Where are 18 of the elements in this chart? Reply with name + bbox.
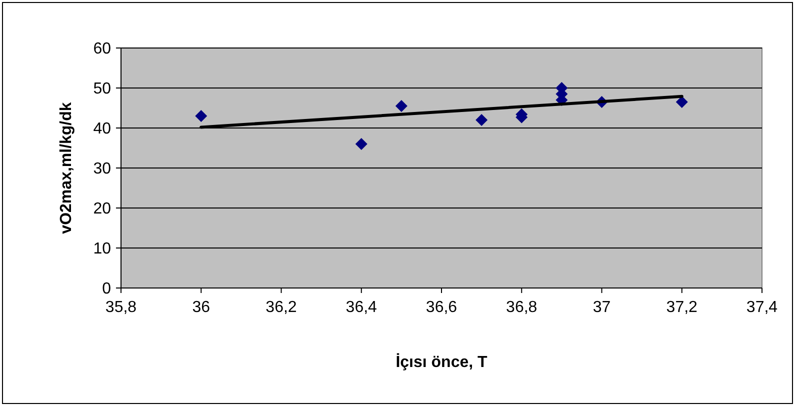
x-tick-label: 36,4 <box>346 299 378 316</box>
y-tick-label: 50 <box>93 80 112 98</box>
y-tick-label: 60 <box>93 40 112 58</box>
x-tick-label: 37,2 <box>666 299 698 316</box>
y-tick-label: 40 <box>93 120 112 138</box>
x-tick-label: 36,6 <box>426 299 458 316</box>
x-tick-label: 35,8 <box>105 299 137 316</box>
x-tick-label: 36,8 <box>506 299 538 316</box>
y-tick-label: 30 <box>93 160 112 178</box>
x-tick-label: 36 <box>192 299 210 316</box>
y-axis-title: vO2max,ml/kg/dk <box>58 102 75 234</box>
x-tick-label: 37,4 <box>746 299 778 316</box>
x-axis-title: İçısı önce, T <box>396 353 488 371</box>
y-tick-label: 20 <box>93 200 112 218</box>
y-tick-label: 0 <box>102 280 112 298</box>
x-tick-label: 37 <box>592 299 611 316</box>
x-tick-label: 36,2 <box>266 299 297 316</box>
y-tick-label: 10 <box>93 240 112 258</box>
